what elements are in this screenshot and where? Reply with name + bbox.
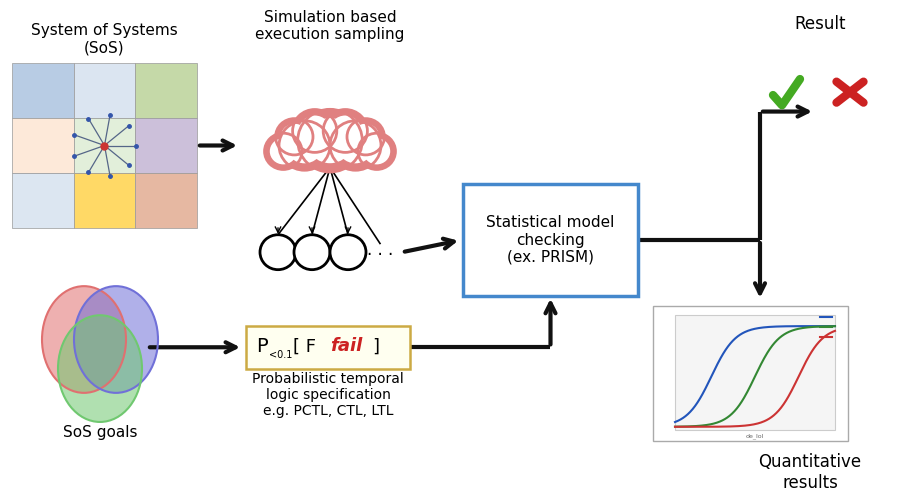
Circle shape: [323, 110, 367, 152]
Circle shape: [330, 121, 380, 170]
Circle shape: [292, 110, 336, 152]
Circle shape: [306, 118, 353, 163]
Circle shape: [280, 124, 308, 150]
Text: Quantitative
results: Quantitative results: [757, 453, 860, 492]
Text: Statistical model
checking
(ex. PRISM): Statistical model checking (ex. PRISM): [486, 215, 614, 265]
Ellipse shape: [58, 315, 142, 422]
Text: SoS goals: SoS goals: [62, 425, 137, 440]
Circle shape: [269, 138, 297, 164]
FancyBboxPatch shape: [135, 63, 197, 118]
Circle shape: [276, 119, 312, 155]
Circle shape: [363, 138, 390, 164]
Circle shape: [286, 127, 323, 163]
FancyBboxPatch shape: [652, 306, 847, 441]
Text: P: P: [255, 337, 267, 356]
Text: Simulation based
execution sampling: Simulation based execution sampling: [255, 9, 404, 42]
Circle shape: [329, 116, 361, 146]
FancyBboxPatch shape: [74, 118, 135, 173]
Text: Result: Result: [793, 14, 845, 32]
Text: [ F: [ F: [292, 337, 315, 355]
Circle shape: [260, 235, 296, 269]
Text: de_lol: de_lol: [745, 434, 764, 439]
Text: <0.1: <0.1: [268, 350, 292, 360]
Text: · · ·: · · ·: [367, 246, 392, 264]
Text: fail: fail: [330, 337, 362, 355]
FancyBboxPatch shape: [12, 173, 74, 228]
FancyBboxPatch shape: [245, 326, 410, 369]
Circle shape: [357, 133, 395, 169]
FancyBboxPatch shape: [74, 173, 135, 228]
Ellipse shape: [74, 286, 158, 393]
Text: ]: ]: [371, 337, 379, 355]
FancyBboxPatch shape: [675, 315, 834, 430]
Text: System of Systems
(SoS): System of Systems (SoS): [31, 23, 177, 55]
Circle shape: [352, 124, 379, 150]
FancyBboxPatch shape: [135, 173, 197, 228]
Ellipse shape: [42, 286, 126, 393]
FancyBboxPatch shape: [462, 184, 637, 296]
FancyBboxPatch shape: [135, 118, 197, 173]
Circle shape: [278, 121, 330, 170]
Circle shape: [265, 133, 301, 169]
FancyBboxPatch shape: [12, 118, 74, 173]
FancyBboxPatch shape: [12, 63, 74, 118]
Circle shape: [298, 110, 362, 172]
Circle shape: [330, 235, 366, 269]
Circle shape: [299, 116, 330, 146]
Circle shape: [346, 119, 384, 155]
Text: Probabilistic temporal
logic specification
e.g. PCTL, CTL, LTL: Probabilistic temporal logic specificati…: [252, 372, 403, 418]
Circle shape: [294, 235, 330, 269]
FancyBboxPatch shape: [74, 63, 135, 118]
Circle shape: [336, 127, 373, 163]
